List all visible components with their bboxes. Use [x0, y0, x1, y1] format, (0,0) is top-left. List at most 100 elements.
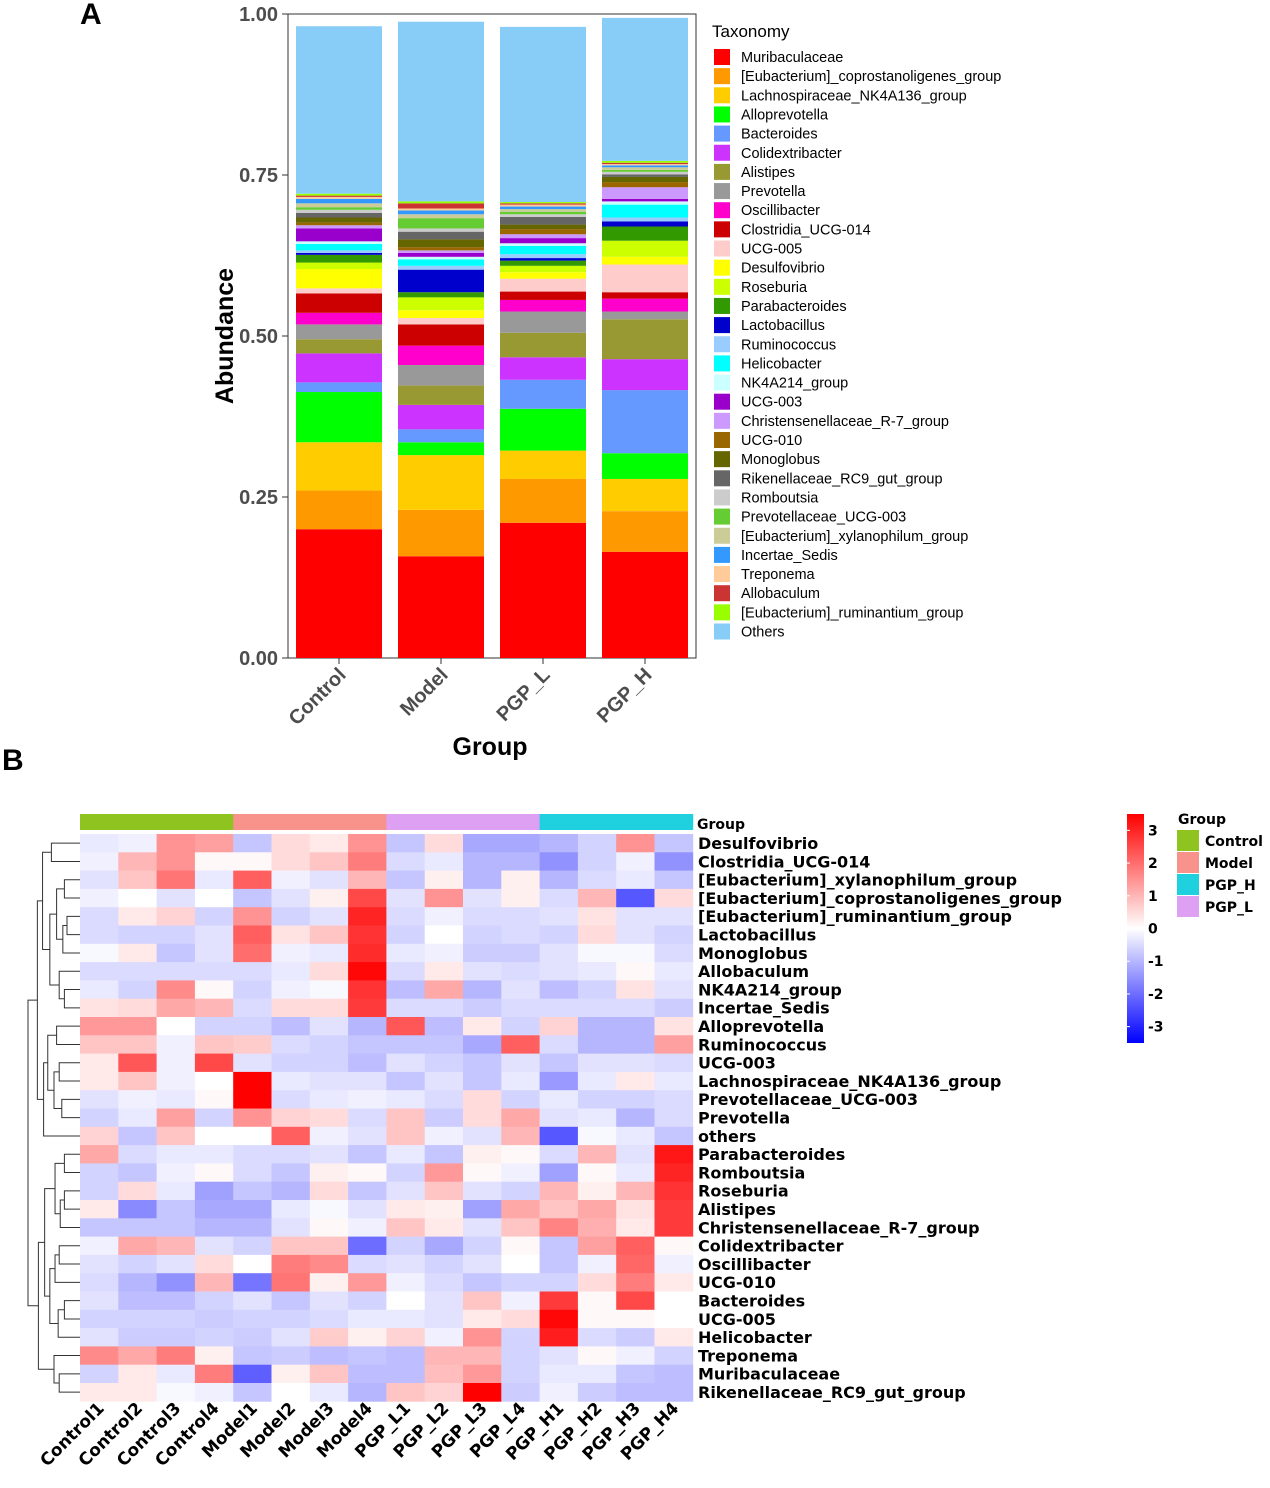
bar-segment	[296, 293, 382, 313]
heatmap-cell	[463, 1200, 502, 1219]
bar-segment	[296, 212, 382, 218]
heatmap-cell	[118, 1017, 157, 1036]
bar-segment	[296, 382, 382, 393]
heatmap-cell	[386, 943, 426, 963]
heatmap-cell	[348, 1163, 387, 1183]
legend-label: Others	[741, 625, 785, 641]
heatmap-cell	[271, 1163, 311, 1183]
heatmap-cell	[577, 1126, 617, 1146]
heatmap-cell	[539, 1145, 579, 1164]
heatmap-cell	[156, 1108, 196, 1128]
heatmap-cell	[501, 1383, 540, 1402]
heatmap-cell	[539, 834, 579, 853]
heatmap-cell	[386, 1309, 426, 1329]
heatmap-cell	[654, 1218, 694, 1237]
heatmap-row-label: Prevotellaceae_UCG-003	[698, 1090, 918, 1109]
heatmap-cell	[194, 1035, 234, 1054]
heatmap-cell	[80, 1254, 119, 1274]
bar-segment	[602, 240, 688, 257]
heatmap-cell	[616, 1364, 655, 1384]
bar-segment	[398, 247, 484, 251]
bar-segment	[500, 265, 586, 273]
bar-segment	[398, 429, 484, 443]
y-tick-label: 0.75	[239, 165, 278, 187]
heatmap-row-label: Parabacteroides	[698, 1145, 845, 1164]
legend-label: [Eubacterium]_xylanophilum_group	[741, 529, 968, 545]
heatmap-cell	[463, 1145, 502, 1164]
bar-segment	[602, 167, 688, 170]
heatmap-cell	[424, 888, 464, 908]
heatmap-cell	[539, 1090, 579, 1109]
heatmap-cell	[348, 1017, 387, 1036]
heatmap-cell	[156, 1291, 196, 1311]
legend-swatch	[714, 336, 730, 353]
heatmap-cell	[194, 1017, 234, 1036]
heatmap-cell	[539, 1309, 579, 1329]
heatmap-row-label: [Eubacterium]_xylanophilum_group	[698, 871, 1017, 890]
heatmap-cell	[194, 1346, 234, 1366]
group-annotation-cell	[271, 814, 311, 830]
dendrogram-branch	[58, 1245, 80, 1265]
heatmap-cell	[309, 1346, 349, 1366]
group-legend-label: Model	[1205, 856, 1253, 872]
bar-segment	[500, 202, 586, 204]
heatmap-cell	[118, 888, 157, 908]
heatmap-cell	[616, 834, 655, 853]
heatmap-cell	[271, 1309, 311, 1329]
heatmap-cell	[501, 1218, 540, 1237]
heatmap-cell	[654, 1236, 694, 1256]
bar-segment	[602, 551, 688, 658]
heatmap-cell	[309, 1291, 349, 1311]
heatmap-cell	[80, 980, 119, 1000]
heatmap-cell	[424, 852, 464, 871]
group-annotation-cell	[194, 814, 234, 830]
heatmap-cell	[539, 980, 579, 1000]
heatmap-cell	[616, 1383, 655, 1402]
heatmap-cell	[577, 870, 617, 890]
legend-swatch	[714, 297, 730, 314]
heatmap-cell	[616, 1071, 655, 1091]
bar-segment	[296, 312, 382, 325]
heatmap-cell	[309, 1309, 349, 1329]
legend-swatch	[714, 240, 730, 257]
heatmap-cell	[463, 1273, 502, 1292]
heatmap-cell	[118, 1035, 157, 1054]
heatmap-cell	[80, 1218, 119, 1237]
heatmap-cell	[654, 1035, 694, 1054]
heatmap-cell	[463, 1254, 502, 1274]
group-annotation-cell	[348, 814, 387, 830]
heatmap-cell	[463, 1383, 502, 1402]
bar-segment	[500, 379, 586, 409]
heatmap-cell	[118, 1273, 157, 1292]
bar-segment	[398, 455, 484, 510]
heatmap-cell	[577, 1181, 617, 1201]
heatmap-cell	[156, 1163, 196, 1183]
heatmap-cell	[577, 1200, 617, 1219]
heatmap-cell	[577, 1145, 617, 1164]
heatmap-cell	[80, 1053, 119, 1073]
heatmap-cell	[271, 870, 311, 890]
heatmap-cell	[463, 998, 502, 1018]
heatmap-cell	[233, 1236, 272, 1256]
bar-segment	[398, 256, 484, 260]
legend-label: Parabacteroides	[741, 299, 847, 315]
bar-segment	[500, 203, 586, 205]
legend-label: Incertae_Sedis	[741, 548, 838, 564]
x-tick-label: PGP_L	[493, 664, 555, 726]
heatmap-cell	[348, 907, 387, 926]
legend-swatch	[714, 355, 730, 372]
y-tick-label: 0.50	[239, 326, 278, 348]
heatmap-cell	[233, 907, 272, 926]
heatmap-cell	[271, 1108, 311, 1128]
heatmap-cell	[386, 1108, 426, 1128]
heatmap-cell	[271, 834, 311, 853]
heatmap-cell	[233, 1254, 272, 1274]
heatmap-cell	[309, 1200, 349, 1219]
bar-segment	[500, 299, 586, 312]
legend-label: UCG-005	[741, 242, 802, 258]
bar-segment	[296, 217, 382, 223]
dendrogram-branch	[27, 999, 39, 1307]
heatmap-cell	[424, 980, 464, 1000]
bar-segment	[602, 221, 688, 227]
